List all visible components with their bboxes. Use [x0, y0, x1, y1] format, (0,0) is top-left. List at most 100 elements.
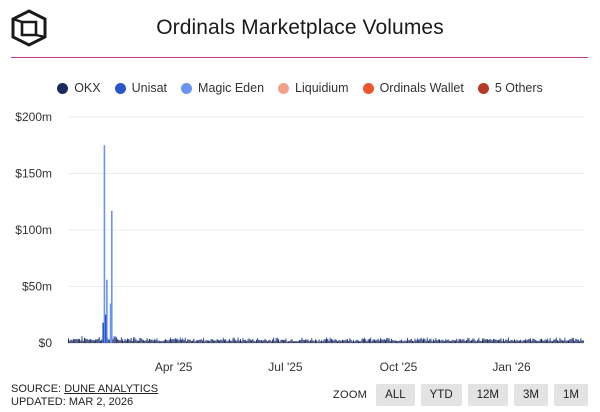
bar-okx: [211, 339, 213, 343]
bar-unisat: [522, 339, 524, 341]
bar-okx: [233, 339, 235, 343]
bar-okx: [203, 339, 205, 343]
bar-unisat: [332, 339, 334, 341]
bar-okx: [189, 339, 191, 343]
bar-okx: [536, 341, 538, 343]
source-link[interactable]: DUNE ANALYTICS: [64, 383, 159, 395]
bar-okx: [200, 339, 202, 343]
bar-okx: [160, 341, 162, 343]
legend-item-unisat[interactable]: Unisat: [114, 81, 167, 95]
zoom-1m-button[interactable]: 1M: [554, 384, 588, 406]
bar-okx: [174, 339, 176, 343]
bar-unisat: [382, 339, 384, 341]
bar-okx: [469, 341, 471, 343]
bar-okx: [221, 340, 223, 343]
bar-okx: [558, 341, 560, 343]
zoom-ytd-button[interactable]: YTD: [420, 384, 462, 406]
bar-okx: [225, 339, 227, 343]
bar-okx: [138, 340, 140, 343]
bar-unisat: [135, 339, 137, 341]
bar-unisat: [91, 339, 93, 341]
bar-okx: [252, 339, 254, 343]
bar-unisat: [376, 339, 378, 341]
legend-item-okx[interactable]: OKX: [57, 81, 101, 95]
legend-item-liquidium[interactable]: Liquidium: [278, 81, 349, 95]
bar-okx: [420, 339, 422, 343]
bar-okx: [251, 340, 253, 343]
bar-okx: [176, 339, 178, 343]
bar-okx: [365, 339, 367, 343]
bar-okx: [577, 339, 579, 343]
bar-okx: [472, 339, 474, 343]
bar-unisat: [302, 339, 304, 341]
bar-unisat: [120, 337, 122, 339]
bar-okx: [316, 340, 318, 343]
bar-okx: [477, 339, 479, 343]
bar-okx: [232, 338, 234, 343]
legend-item-magic-eden[interactable]: Magic Eden: [181, 81, 264, 95]
bar-okx: [70, 339, 72, 343]
bar-unisat: [549, 337, 551, 340]
bar-okx: [296, 341, 298, 343]
chart-legend: OKX Unisat Magic Eden Liquidium Ordinals…: [0, 81, 600, 95]
bar-okx: [248, 339, 250, 343]
bar-okx: [453, 340, 455, 343]
bar-okx: [364, 339, 366, 343]
bar-okx: [115, 338, 117, 343]
bar-okx: [389, 341, 391, 343]
bar-okx: [313, 341, 315, 343]
bar-unisat: [273, 337, 275, 339]
bar-okx: [511, 339, 513, 343]
bar-okx: [169, 339, 171, 343]
bar-unisat: [403, 340, 405, 342]
legend-item-ordinals-wallet[interactable]: Ordinals Wallet: [362, 81, 464, 95]
bar-okx: [280, 339, 282, 343]
bar-unisat: [383, 338, 385, 340]
bar-okx: [380, 339, 382, 343]
bar-unisat: [420, 337, 422, 340]
bar-unisat: [221, 340, 223, 341]
bar-okx: [432, 339, 434, 343]
bar-unisat: [388, 338, 390, 340]
bar-okx: [341, 339, 343, 343]
bar-unisat: [387, 337, 389, 340]
bar-okx: [291, 340, 293, 343]
bar-okx: [212, 340, 214, 343]
bar-okx: [228, 339, 230, 343]
bar-okx: [446, 339, 448, 343]
zoom-all-button[interactable]: ALL: [376, 384, 415, 406]
bar-unisat: [501, 340, 503, 342]
bar-unisat: [215, 340, 217, 342]
bar-okx: [391, 338, 393, 343]
bar-okx: [92, 339, 94, 343]
zoom-3m-button[interactable]: 3M: [514, 384, 548, 406]
bar-okx: [244, 339, 246, 343]
bar-unisat: [526, 339, 528, 341]
bar-unisat: [456, 338, 458, 340]
bar-okx: [441, 339, 443, 343]
bar-okx: [187, 340, 189, 343]
x-tick-label: Oct '25: [380, 360, 418, 374]
y-tick-label: $150m: [15, 167, 52, 181]
bar-okx: [95, 340, 97, 343]
bar-unisat: [248, 338, 250, 340]
bar-okx: [521, 341, 523, 343]
bar-okx: [275, 339, 277, 343]
bar-unisat: [171, 339, 173, 341]
bar-unisat: [582, 340, 584, 341]
bar-unisat: [550, 340, 552, 342]
bar-unisat: [344, 340, 346, 341]
zoom-12m-button[interactable]: 12M: [467, 384, 508, 406]
bar-okx: [510, 340, 512, 343]
bar-unisat: [102, 322, 104, 343]
bar-okx: [77, 338, 79, 343]
bar-okx: [548, 341, 550, 343]
bar-okx: [227, 341, 229, 343]
bar-okx: [292, 341, 294, 343]
bar-unisat: [426, 337, 428, 339]
legend-marker: [477, 82, 489, 94]
bar-unisat: [195, 340, 197, 341]
bar-okx: [177, 339, 179, 343]
legend-item-5-others[interactable]: 5 Others: [477, 81, 543, 95]
bar-okx: [560, 340, 562, 343]
